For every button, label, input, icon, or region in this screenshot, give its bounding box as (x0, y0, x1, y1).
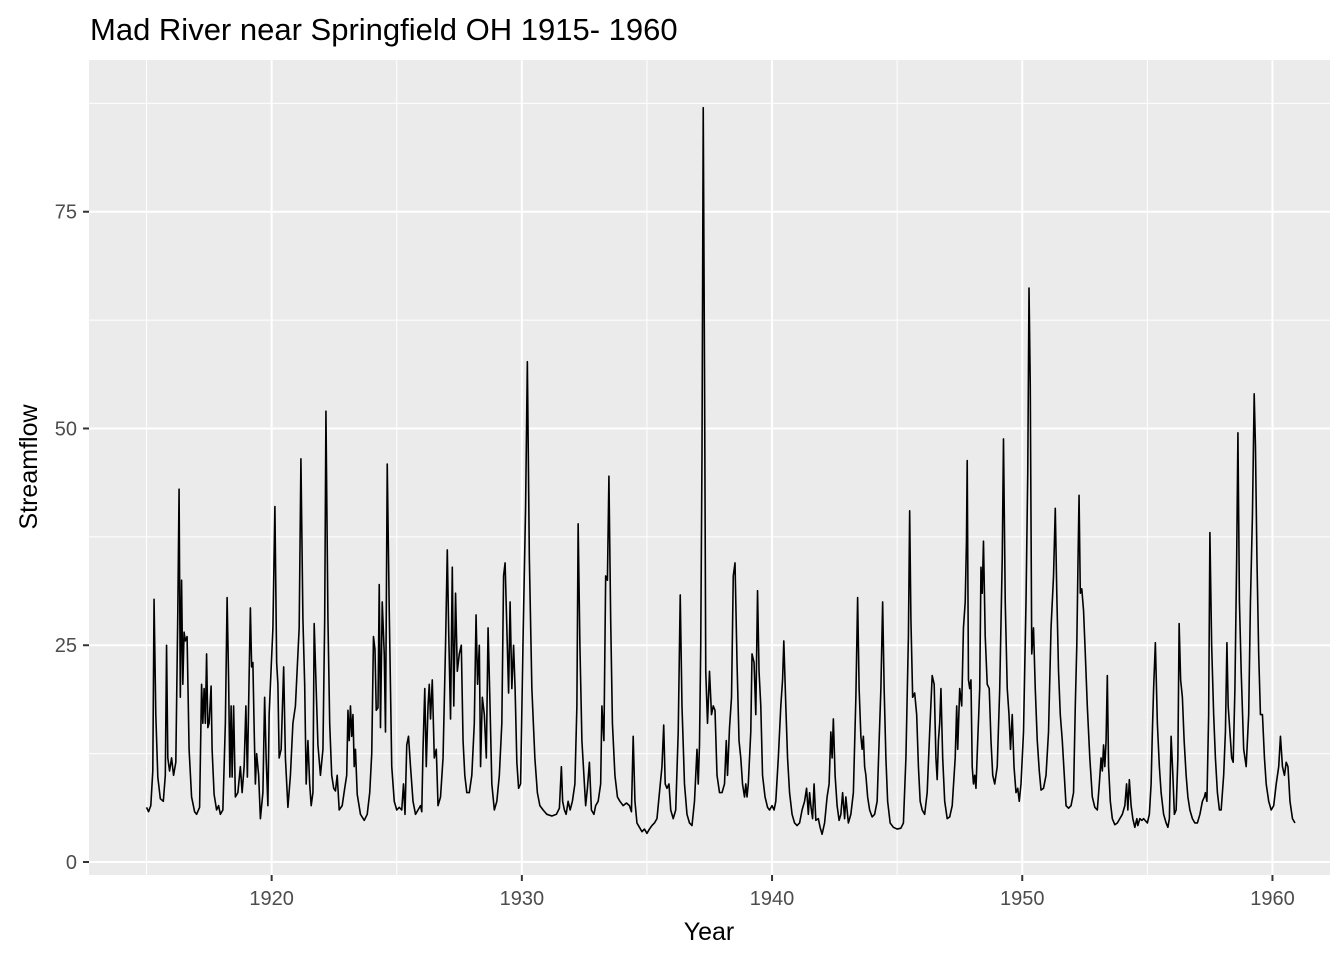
x-tick-label: 1960 (1250, 888, 1295, 910)
x-axis-title: Year (684, 918, 735, 946)
series-layer (145, 106, 1296, 836)
y-tick-label: 0 (66, 852, 77, 874)
y-tick-label: 50 (55, 418, 77, 440)
x-tick-label: 1930 (500, 888, 545, 910)
x-tick-label: 1950 (1000, 888, 1045, 910)
chart-title: Mad River near Springfield OH 1915- 1960 (90, 12, 678, 47)
x-tick-label: 1920 (249, 888, 294, 910)
y-axis: 0 25 50 75 (55, 202, 89, 874)
x-tick-label: 1940 (750, 888, 795, 910)
y-tick-label: 25 (55, 635, 77, 657)
plot-panel (89, 60, 1330, 875)
streamflow-series-line (145, 106, 1296, 836)
y-axis-title: Streamflow (15, 404, 43, 530)
minor-gridlines (89, 60, 1330, 875)
y-tick-label: 75 (55, 202, 77, 224)
x-axis: 1920 1930 1940 1950 1960 (249, 875, 1295, 910)
